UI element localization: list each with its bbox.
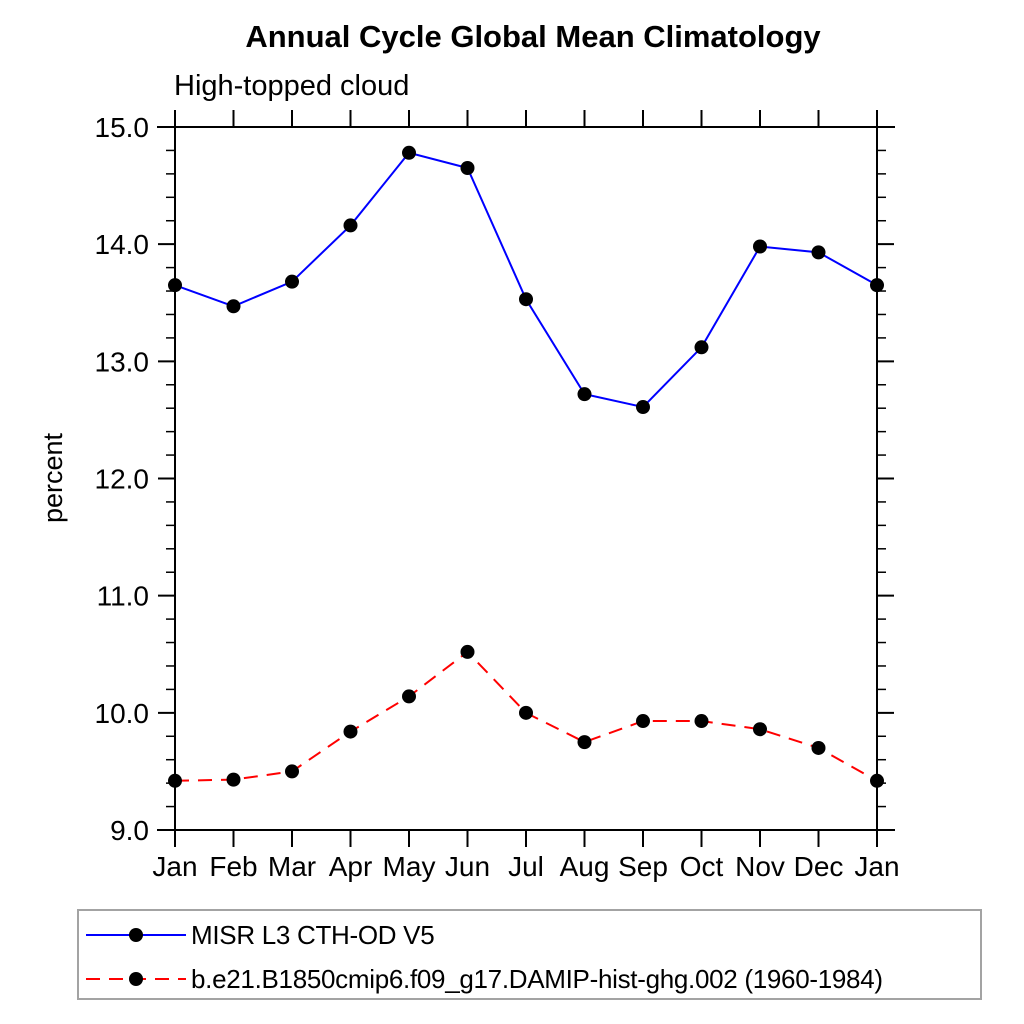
x-tick-label-nov-10: Nov bbox=[735, 851, 785, 882]
axis-tick-labels: Jan Feb Mar Apr May Jun Jul Aug Sep Oct Nov Dec Jan9… bbox=[95, 112, 900, 882]
x-tick-label-aug-7: Aug bbox=[560, 851, 610, 882]
series-1-point-12 bbox=[870, 773, 884, 788]
series-0-point-12 bbox=[870, 278, 884, 293]
series-0-point-0 bbox=[168, 278, 182, 293]
series-0-point-1 bbox=[226, 299, 241, 314]
y-tick-label-11.0: 11.0 bbox=[97, 581, 149, 612]
y-tick-label-13.0: 13.0 bbox=[95, 346, 150, 377]
data-series-layer bbox=[168, 145, 884, 788]
x-tick-label-jan-0: Jan bbox=[152, 851, 197, 882]
series-0-point-3 bbox=[343, 218, 358, 233]
series-1-point-11 bbox=[811, 740, 826, 755]
x-tick-label-oct-9: Oct bbox=[680, 851, 724, 882]
y-tick-label-10.0: 10.0 bbox=[95, 698, 150, 729]
legend-box: MISR L3 CTH-OD V5 b.e21.B1850cmip6.f09_g1… bbox=[77, 909, 982, 1000]
legend-item-0: MISR L3 CTH-OD V5 bbox=[84, 917, 435, 953]
plot-frame bbox=[157, 110, 895, 847]
x-tick-label-jan-12: Jan bbox=[854, 851, 899, 882]
series-0-point-4 bbox=[402, 145, 416, 160]
legend-item-1: b.e21.B1850cmip6.f09_g17.DAMIP-hist-ghg.… bbox=[84, 961, 883, 997]
chart-title: Annual Cycle Global Mean Climatology bbox=[245, 19, 821, 54]
y-tick-label-14.0: 14.0 bbox=[95, 229, 150, 260]
series-1-point-3 bbox=[343, 724, 358, 739]
y-tick-label-12.0: 12.0 bbox=[95, 464, 150, 495]
axis-ticks bbox=[158, 110, 894, 847]
legend-sample-dashed-line bbox=[86, 972, 186, 986]
x-tick-label-jun-5: Jun bbox=[445, 851, 490, 882]
series-1-point-4 bbox=[402, 689, 416, 704]
series-0-point-11 bbox=[811, 245, 826, 260]
legend-marker-0 bbox=[129, 928, 143, 942]
series-1-point-6 bbox=[519, 705, 533, 720]
legend-label-0: MISR L3 CTH-OD V5 bbox=[191, 919, 435, 950]
series-1-point-2 bbox=[285, 764, 299, 779]
series-0-point-9 bbox=[694, 340, 709, 355]
x-tick-label-dec-11: Dec bbox=[794, 851, 844, 882]
series-0-point-10 bbox=[753, 239, 767, 254]
y-axis-title: percent bbox=[38, 432, 68, 523]
x-tick-label-jul-6: Jul bbox=[508, 851, 544, 882]
series-0-point-6 bbox=[519, 292, 533, 307]
series-1-point-0 bbox=[168, 773, 182, 788]
series-0-point-5 bbox=[460, 161, 475, 176]
series-1-point-5 bbox=[460, 644, 475, 659]
series-0-point-8 bbox=[636, 400, 650, 415]
series-0-point-2 bbox=[285, 274, 299, 289]
series-1-point-10 bbox=[753, 722, 767, 737]
x-tick-label-feb-1: Feb bbox=[209, 851, 257, 882]
chart-subtitle: High-topped cloud bbox=[174, 70, 410, 102]
x-tick-label-mar-2: Mar bbox=[268, 851, 316, 882]
x-tick-label-sep-8: Sep bbox=[618, 851, 668, 882]
x-tick-label-apr-3: Apr bbox=[329, 851, 373, 882]
legend-sample-solid-line bbox=[86, 928, 186, 942]
series-1-point-7 bbox=[577, 735, 592, 750]
series-1-point-1 bbox=[226, 772, 241, 787]
series-1-point-8 bbox=[636, 714, 650, 729]
y-tick-label-9.0: 9.0 bbox=[110, 815, 149, 846]
series-0-point-7 bbox=[577, 387, 592, 402]
x-tick-label-may-4: May bbox=[383, 851, 436, 882]
series-1-point-9 bbox=[694, 714, 709, 729]
y-tick-label-15.0: 15.0 bbox=[95, 112, 150, 143]
legend-marker-1 bbox=[129, 972, 143, 986]
legend-label-1: b.e21.B1850cmip6.f09_g17.DAMIP-hist-ghg.… bbox=[191, 963, 883, 994]
series-line-0 bbox=[174, 151, 878, 409]
